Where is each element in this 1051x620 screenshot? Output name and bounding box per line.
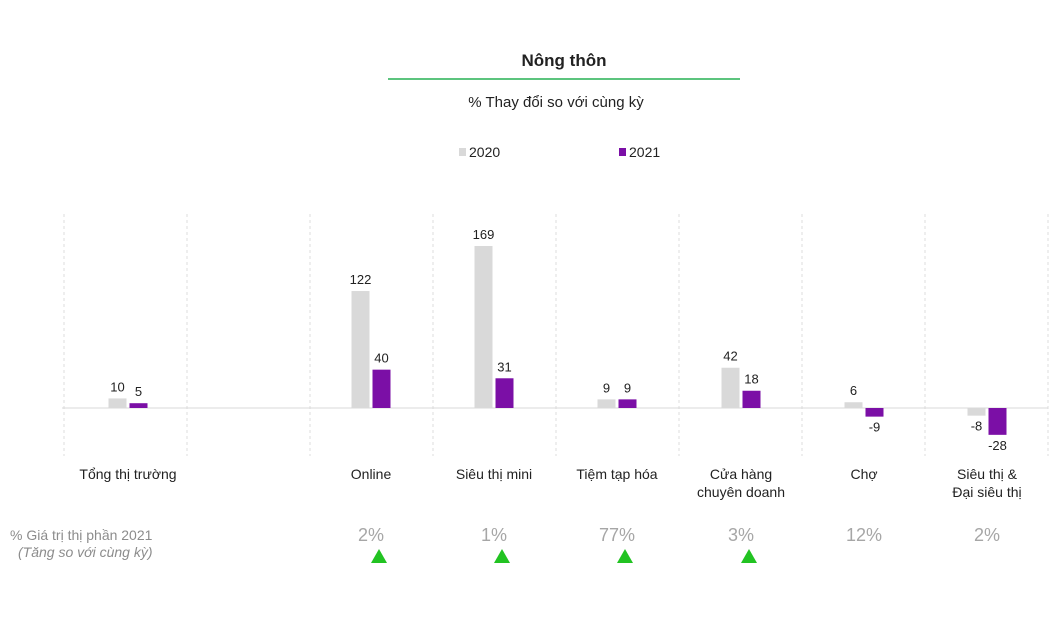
data-label-2020: -8: [971, 419, 983, 434]
data-label-2020: 9: [603, 380, 610, 395]
bar-2020: [967, 408, 986, 416]
market-share-value: 3%: [728, 525, 754, 545]
category-label: Tổng thị trường: [79, 466, 176, 482]
market-share-value: 12%: [846, 525, 882, 545]
up-arrow-icon: [617, 549, 633, 563]
bar-2021: [742, 390, 761, 408]
category-label: Siêu thị & Đại siêu thị: [952, 466, 1021, 500]
data-label-2021: 9: [624, 380, 631, 395]
market-share-value: 77%: [599, 525, 635, 545]
data-label-2021: 31: [497, 359, 511, 374]
category-label: Chợ: [850, 466, 877, 482]
legend-swatch-2021: [619, 148, 626, 156]
bar-2021: [865, 408, 884, 417]
bar-2021: [372, 369, 391, 408]
market-share-value: 2%: [358, 525, 384, 545]
bar-2021: [495, 378, 514, 408]
data-label-2020: 42: [723, 349, 737, 364]
market-share-label: % Giá trị thị phần 2021: [10, 527, 153, 543]
data-label-2020: 6: [850, 383, 857, 398]
data-label-2020: 122: [350, 272, 372, 287]
market-share-value: 1%: [481, 525, 507, 545]
data-label-2020: 10: [110, 379, 124, 394]
bar-2020: [721, 367, 740, 408]
market-share-row: % Giá trị thị phần 2021 (Tăng so với cùn…: [10, 525, 1000, 563]
up-arrow-icon: [494, 549, 510, 563]
data-label-2021: -28: [988, 438, 1007, 453]
category-label: Siêu thị mini: [456, 466, 532, 482]
up-arrow-icon: [371, 549, 387, 563]
legend: 2020 2021: [459, 144, 660, 160]
category-label: Online: [351, 466, 392, 482]
market-share-value: 2%: [974, 525, 1000, 545]
bar-2020: [351, 291, 370, 408]
category-label: Tiệm tạp hóa: [576, 466, 657, 482]
bar-2021: [129, 403, 148, 408]
legend-label-2021: 2021: [629, 144, 660, 160]
market-share-note: (Tăng so với cùng kỳ): [18, 544, 153, 560]
data-label-2021: 18: [744, 372, 758, 387]
chart-subtitle: % Thay đổi so với cùng kỳ: [468, 94, 644, 111]
bars: [108, 246, 1007, 435]
data-label-2021: -9: [869, 420, 881, 435]
up-arrow-icon: [741, 549, 757, 563]
data-label-2021: 40: [374, 351, 388, 366]
bar-2021: [618, 399, 637, 408]
category-separators: [63, 214, 1049, 456]
bar-2020: [108, 398, 127, 408]
category-labels: Tổng thị trường Online Siêu thị mini Tiệm t…: [79, 466, 1021, 500]
chart-title: Nông thôn: [522, 51, 607, 70]
legend-swatch-2020: [459, 148, 466, 156]
bar-2021: [988, 408, 1007, 435]
legend-label-2020: 2020: [469, 144, 500, 160]
data-label-2020: 169: [473, 227, 495, 242]
bar-2020: [844, 402, 863, 408]
category-label: Cửa hàng chuyên doanh: [697, 466, 785, 500]
data-label-2021: 5: [135, 384, 142, 399]
data-labels: 10 5 122 40 169 31 9 9 42 18 6 -9 -8 -28: [110, 227, 1007, 453]
bar-2020: [597, 399, 616, 408]
bar-2020: [474, 246, 493, 408]
